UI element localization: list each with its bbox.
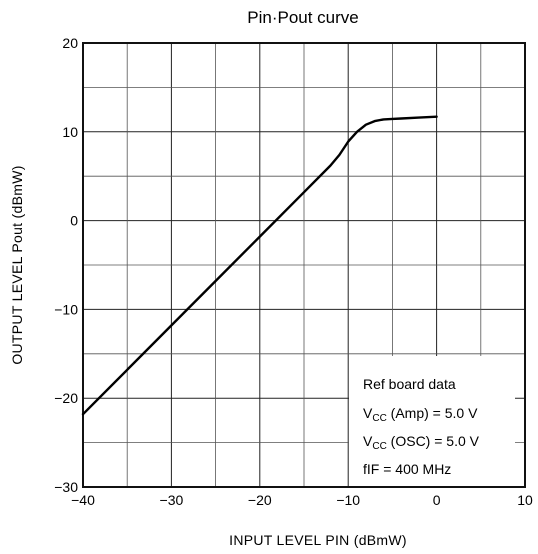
- x-tick-label: −40: [71, 492, 95, 508]
- x-axis-label: INPUT LEVEL PIN (dBmW): [229, 532, 407, 548]
- pout-series-line: [81, 115, 438, 416]
- y-tick-label: −20: [54, 390, 78, 406]
- x-tick-label: 0: [433, 492, 441, 508]
- grid: [82, 42, 526, 488]
- y-tick-label: −30: [54, 479, 78, 495]
- chart-title: Pin·Pout curve: [247, 8, 359, 27]
- y-axis-label: OUTPUT LEVEL Pout (dBmW): [9, 165, 25, 364]
- x-tick-label: −20: [248, 492, 272, 508]
- annotation-ref-board: Ref board data: [363, 376, 456, 392]
- x-tick-label: −10: [336, 492, 360, 508]
- y-tick-label: 0: [70, 213, 78, 229]
- y-tick-label: −10: [54, 301, 78, 317]
- annotation-fif: fIF = 400 MHz: [363, 461, 451, 477]
- series-layer: [81, 115, 438, 416]
- annotation-box: [349, 356, 515, 486]
- x-tick-label: −30: [160, 492, 184, 508]
- y-tick-label: 20: [62, 35, 78, 51]
- annotation-vcc-amp: VCC (Amp) = 5.0 V: [363, 405, 478, 424]
- x-tick-label: 10: [517, 492, 533, 508]
- plot-frame: [82, 42, 526, 488]
- y-tick-label: 10: [62, 124, 78, 140]
- annotation-vcc-osc: VCC (OSC) = 5.0 V: [363, 433, 480, 452]
